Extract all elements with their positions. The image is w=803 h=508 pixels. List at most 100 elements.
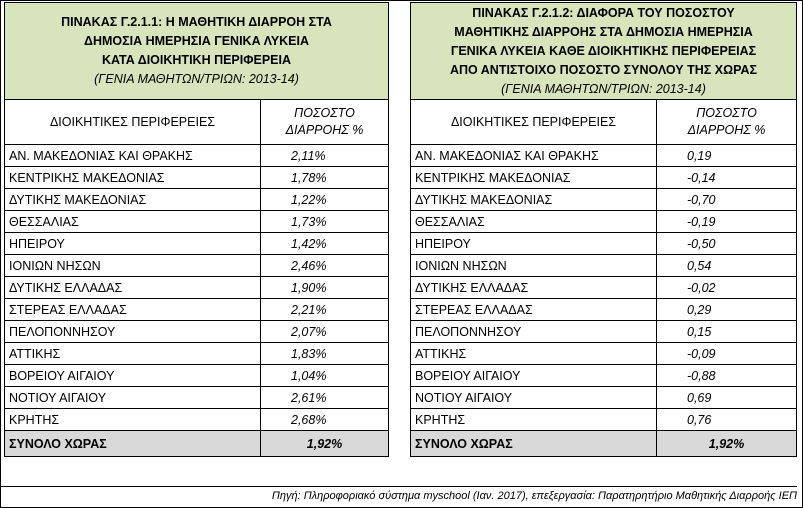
value-cell: 1,73% — [260, 210, 389, 233]
region-cell: ΠΕΛΟΠΟΝΝΗΣΟΥ — [410, 320, 657, 343]
region-cell: ΘΕΣΣΑΛΙΑΣ — [4, 210, 261, 233]
region-cell: ΚΕΝΤΡΙΚΗΣ ΜΑΚΕΔΟΝΙΑΣ — [4, 166, 261, 189]
total-row: ΣΥΝΟΛΟ ΧΩΡΑΣ 1,92% — [4, 430, 389, 457]
region-cell: ΔΥΤΙΚΗΣ ΜΑΚΕΔΟΝΙΑΣ — [410, 188, 657, 211]
left-title-line: ΚΑΤΑ ΔΙΟΙΚΗΤΙΚΗ ΠΕΡΙΦΕΡΕΙΑ — [101, 53, 292, 67]
total-label: ΣΥΝΟΛΟ ΧΩΡΑΣ — [410, 430, 657, 457]
value-cell: 2,46% — [260, 254, 389, 277]
region-cell: ΙΟΝΙΩΝ ΝΗΣΩΝ — [4, 254, 261, 277]
table-row: ΑΤΤΙΚΗΣ -0,09 — [410, 342, 798, 365]
table-row: ΣΤΕΡΕΑΣ ΕΛΛΑΔΑΣ 2,21% — [4, 298, 389, 321]
value-cell: 0,15 — [655, 320, 798, 343]
right-table-body: ΠΙΝΑΚΑΣ Γ.2.1.2: ΔΙΑΦΟΡΑ ΤΟΥ ΠΟΣΟΣΤΟΥ ΜΑ… — [409, 2, 798, 457]
table-row: ΠΕΛΟΠΟΝΝΗΣΟΥ 0,15 — [410, 320, 798, 343]
right-title-line: ΠΙΝΑΚΑΣ Γ.2.1.2: ΔΙΑΦΟΡΑ ΤΟΥ ΠΟΣΟΣΤΟΥ — [472, 5, 735, 20]
table-row: ΗΠΕΙΡΟΥ -0,50 — [410, 232, 798, 255]
value-cell: 0,69 — [655, 386, 798, 409]
value-cell: 2,21% — [260, 298, 389, 321]
total-label: ΣΥΝΟΛΟ ΧΩΡΑΣ — [4, 430, 261, 457]
source-note: Πηγή: Πληροφοριακό σύστημα myschool (Ιαν… — [0, 486, 797, 502]
table-row: ΚΕΝΤΡΙΚΗΣ ΜΑΚΕΔΟΝΙΑΣ -0,14 — [410, 166, 798, 189]
region-cell: ΝΟΤΙΟΥ ΑΙΓΑΙΟΥ — [4, 386, 261, 409]
region-cell: ΗΠΕΙΡΟΥ — [4, 232, 261, 255]
right-col-value-line1: ΠΟΣΟΣΤΟ — [696, 106, 757, 120]
value-cell: -0,14 — [655, 166, 798, 189]
value-cell: 0,29 — [655, 298, 798, 321]
value-cell: 0,19 — [655, 144, 798, 167]
region-cell: ΗΠΕΙΡΟΥ — [410, 232, 657, 255]
right-table-title: ΠΙΝΑΚΑΣ Γ.2.1.2: ΔΙΑΦΟΡΑ ΤΟΥ ΠΟΣΟΣΤΟΥ ΜΑ… — [415, 4, 792, 80]
region-cell: ΑΤΤΙΚΗΣ — [410, 342, 657, 365]
value-cell: -0,19 — [655, 210, 798, 233]
region-cell: ΚΡΗΤΗΣ — [410, 408, 657, 431]
table-row: ΗΠΕΙΡΟΥ 1,42% — [4, 232, 389, 255]
table-row: ΒΟΡΕΙΟΥ ΑΙΓΑΙΟΥ -0,88 — [410, 364, 798, 387]
right-title-line: ΓΕΝΙΚΑ ΛΥΚΕΙΑ ΚΑΘΕ ΔΙΟΙΚΗΤΙΚΗΣ ΠΕΡΙΦΕΡΕΙ… — [450, 43, 757, 58]
region-cell: ΣΤΕΡΕΑΣ ΕΛΛΑΔΑΣ — [410, 298, 657, 321]
value-cell: 2,11% — [260, 144, 389, 167]
table-row: ΝΟΤΙΟΥ ΑΙΓΑΙΟΥ 0,69 — [410, 386, 798, 409]
region-cell: ΙΟΝΙΩΝ ΝΗΣΩΝ — [410, 254, 657, 277]
region-cell: ΔΥΤΙΚΗΣ ΕΛΛΑΔΑΣ — [410, 276, 657, 299]
left-table: ΠΙΝΑΚΑΣ Γ.2.1.1: Η ΜΑΘΗΤΙΚΗ ΔΙΑΡΡΟΗ ΣΤΑ … — [4, 2, 389, 457]
left-title-line: ΔΗΜΟΣΙΑ ΗΜΕΡΗΣΙΑ ΓΕΝΙΚΑ ΛΥΚΕΙΑ — [83, 34, 310, 48]
table-row: ΒΟΡΕΙΟΥ ΑΙΓΑΙΟΥ 1,04% — [4, 364, 389, 387]
table-row: ΣΤΕΡΕΑΣ ΕΛΛΑΔΑΣ 0,29 — [410, 298, 798, 321]
region-cell: ΑΤΤΙΚΗΣ — [4, 342, 261, 365]
right-table: ΠΙΝΑΚΑΣ Γ.2.1.2: ΔΙΑΦΟΡΑ ΤΟΥ ΠΟΣΟΣΤΟΥ ΜΑ… — [409, 2, 798, 457]
left-col-region-header: ΔΙΟΙΚΗΤΙΚΕΣ ΠΕΡΙΦΕΡΕΙΕΣ — [4, 99, 261, 145]
value-cell: 1,04% — [260, 364, 389, 387]
table-row: ΚΕΝΤΡΙΚΗΣ ΜΑΚΕΔΟΝΙΑΣ 1,78% — [4, 166, 389, 189]
right-col-value-line2: ΔΙΑΡΡΟΗΣ % — [687, 123, 766, 137]
value-cell: -0,09 — [655, 342, 798, 365]
total-value: 1,92% — [260, 430, 389, 457]
table-row: ΝΟΤΙΟΥ ΑΙΓΑΙΟΥ 2,61% — [4, 386, 389, 409]
region-cell: ΒΟΡΕΙΟΥ ΑΙΓΑΙΟΥ — [4, 364, 261, 387]
value-cell: -0,02 — [655, 276, 798, 299]
value-cell: 1,78% — [260, 166, 389, 189]
table-row: ΔΥΤΙΚΗΣ ΕΛΛΑΔΑΣ -0,02 — [410, 276, 798, 299]
value-cell: 0,76 — [655, 408, 798, 431]
table-row: ΘΕΣΣΑΛΙΑΣ -0,19 — [410, 210, 798, 233]
right-col-value-header: ΠΟΣΟΣΤΟ ΔΙΑΡΡΟΗΣ % — [655, 99, 798, 145]
region-cell: ΣΤΕΡΕΑΣ ΕΛΛΑΔΑΣ — [4, 298, 261, 321]
table-row: ΑΝ. ΜΑΚΕΔΟΝΙΑΣ ΚΑΙ ΘΡΑΚΗΣ 0,19 — [410, 144, 798, 167]
right-column-headers: ΔΙΟΙΚΗΤΙΚΕΣ ΠΕΡΙΦΕΡΕΙΕΣ ΠΟΣΟΣΤΟ ΔΙΑΡΡΟΗΣ … — [410, 99, 798, 145]
value-cell: -0,50 — [655, 232, 798, 255]
value-cell: 0,54 — [655, 254, 798, 277]
total-value: 1,92% — [655, 430, 798, 457]
table-row: ΔΥΤΙΚΗΣ ΜΑΚΕΔΟΝΙΑΣ 1,22% — [4, 188, 389, 211]
right-table-header: ΠΙΝΑΚΑΣ Γ.2.1.2: ΔΙΑΦΟΡΑ ΤΟΥ ΠΟΣΟΣΤΟΥ ΜΑ… — [409, 2, 798, 100]
left-table-title: ΠΙΝΑΚΑΣ Γ.2.1.1: Η ΜΑΘΗΤΙΚΗ ΔΙΑΡΡΟΗ ΣΤΑ … — [9, 13, 384, 70]
total-row: ΣΥΝΟΛΟ ΧΩΡΑΣ 1,92% — [410, 430, 798, 457]
region-cell: ΚΕΝΤΡΙΚΗΣ ΜΑΚΕΔΟΝΙΑΣ — [410, 166, 657, 189]
table-row: ΘΕΣΣΑΛΙΑΣ 1,73% — [4, 210, 389, 233]
region-cell: ΘΕΣΣΑΛΙΑΣ — [410, 210, 657, 233]
table-row: ΠΕΛΟΠΟΝΝΗΣΟΥ 2,07% — [4, 320, 389, 343]
right-title-line: ΑΠΟ ΑΝΤΙΣΤΟΙΧΟ ΠΟΣΟΣΤΟ ΣΥΝΟΛΟΥ ΤΗΣ ΧΩΡΑΣ — [449, 62, 758, 77]
left-col-value-header: ΠΟΣΟΣΤΟ ΔΙΑΡΡΟΗΣ % — [260, 99, 389, 145]
right-col-region-header: ΔΙΟΙΚΗΤΙΚΕΣ ΠΕΡΙΦΕΡΕΙΕΣ — [410, 99, 657, 145]
value-cell: 2,07% — [260, 320, 389, 343]
region-cell: ΒΟΡΕΙΟΥ ΑΙΓΑΙΟΥ — [410, 364, 657, 387]
table-row: ΙΟΝΙΩΝ ΝΗΣΩΝ 2,46% — [4, 254, 389, 277]
right-title-line: ΜΑΘΗΤΙΚΗΣ ΔΙΑΡΡΟΗΣ ΣΤΑ ΔΗΜΟΣΙΑ ΗΜΕΡΗΣΙΑ — [454, 24, 753, 39]
region-cell: ΔΥΤΙΚΗΣ ΜΑΚΕΔΟΝΙΑΣ — [4, 188, 261, 211]
left-column-headers: ΔΙΟΙΚΗΤΙΚΕΣ ΠΕΡΙΦΕΡΕΙΕΣ ΠΟΣΟΣΤΟ ΔΙΑΡΡΟΗΣ … — [4, 99, 389, 145]
region-cell: ΑΝ. ΜΑΚΕΔΟΝΙΑΣ ΚΑΙ ΘΡΑΚΗΣ — [410, 144, 657, 167]
left-table-subtitle: (ΓΕΝΙΑ ΜΑΘΗΤΩΝ/ΤΡΙΩΝ: 2013-14) — [94, 72, 299, 86]
value-cell: -0,88 — [655, 364, 798, 387]
table-row: ΔΥΤΙΚΗΣ ΕΛΛΑΔΑΣ 1,90% — [4, 276, 389, 299]
left-title-line: ΠΙΝΑΚΑΣ Γ.2.1.1: Η ΜΑΘΗΤΙΚΗ ΔΙΑΡΡΟΗ ΣΤΑ — [61, 15, 332, 29]
left-table-body: ΠΙΝΑΚΑΣ Γ.2.1.1: Η ΜΑΘΗΤΙΚΗ ΔΙΑΡΡΟΗ ΣΤΑ … — [4, 2, 389, 457]
left-table-header: ΠΙΝΑΚΑΣ Γ.2.1.1: Η ΜΑΘΗΤΙΚΗ ΔΙΑΡΡΟΗ ΣΤΑ … — [4, 2, 389, 100]
region-cell: ΔΥΤΙΚΗΣ ΕΛΛΑΔΑΣ — [4, 276, 261, 299]
left-col-value-line1: ΠΟΣΟΣΤΟ — [294, 106, 355, 120]
region-cell: ΝΟΤΙΟΥ ΑΙΓΑΙΟΥ — [410, 386, 657, 409]
right-table-subtitle: (ΓΕΝΙΑ ΜΑΘΗΤΩΝ/ΤΡΙΩΝ: 2013-14) — [501, 81, 706, 96]
table-row: ΑΤΤΙΚΗΣ 1,83% — [4, 342, 389, 365]
table-row: ΑΝ. ΜΑΚΕΔΟΝΙΑΣ ΚΑΙ ΘΡΑΚΗΣ 2,11% — [4, 144, 389, 167]
value-cell: 1,22% — [260, 188, 389, 211]
table-row: ΙΟΝΙΩΝ ΝΗΣΩΝ 0,54 — [410, 254, 798, 277]
table-row: ΔΥΤΙΚΗΣ ΜΑΚΕΔΟΝΙΑΣ -0,70 — [410, 188, 798, 211]
